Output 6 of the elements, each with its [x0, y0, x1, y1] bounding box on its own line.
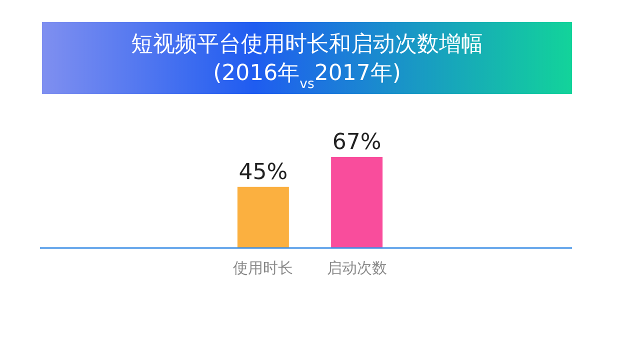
chart-subtitle: (2016年$_{vs}$2017年) — [213, 61, 401, 92]
chart-title: 短视频平台使用时长和启动次数增幅 — [131, 32, 483, 57]
data-label: 45% — [238, 160, 288, 185]
x-tick-label: 使用时长 — [233, 259, 294, 277]
data-label: 67% — [332, 130, 382, 155]
x-tick-label: 启动次数 — [326, 259, 387, 277]
